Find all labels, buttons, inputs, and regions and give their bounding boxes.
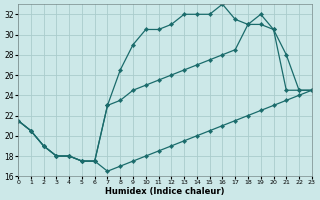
X-axis label: Humidex (Indice chaleur): Humidex (Indice chaleur) xyxy=(105,187,225,196)
